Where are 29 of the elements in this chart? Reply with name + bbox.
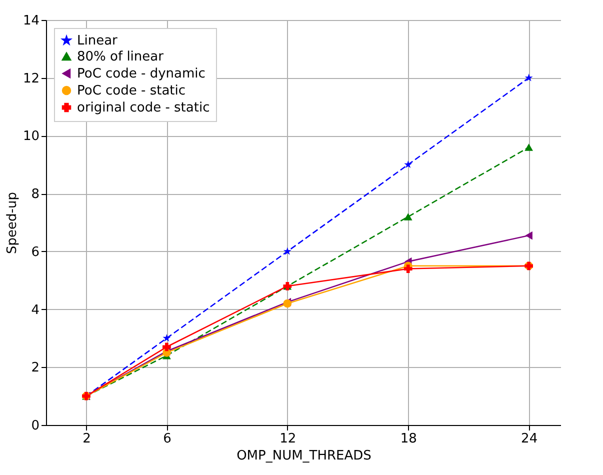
legend-label: 80% of linear: [77, 50, 164, 64]
x-axis-title: OMP_NUM_THREADS: [236, 448, 372, 464]
point: [162, 334, 171, 342]
y-tick-label: 4: [31, 302, 40, 318]
legend-label: PoC code - dynamic: [77, 66, 206, 82]
point: [404, 160, 412, 168]
y-axis-title: Speed-up: [4, 192, 20, 254]
point: [404, 264, 412, 273]
point: [404, 213, 412, 220]
y-tick-label: 12: [22, 71, 40, 86]
x-tick-label: 12: [280, 432, 296, 446]
legend-label: Linear: [77, 34, 118, 48]
x-tick-label: 18: [400, 432, 417, 446]
x-tick-label: 24: [521, 432, 538, 446]
y-tick-label: 6: [31, 244, 40, 260]
legend-label: PoC code - static: [77, 84, 186, 98]
y-tick-label: 2: [31, 360, 40, 376]
x-tick-label: 6: [163, 432, 172, 446]
point: [524, 74, 533, 82]
x-tick-label: 2: [82, 432, 91, 446]
y-tick-label: 14: [22, 14, 40, 28]
point: [162, 342, 171, 352]
point: [283, 247, 292, 255]
point: [525, 231, 532, 240]
y-tick-label: 0: [31, 418, 40, 434]
point: [524, 144, 533, 151]
y-tick-label: 10: [22, 129, 40, 144]
y-tick-label: 8: [31, 187, 40, 202]
legend-label: original code - static: [77, 100, 210, 116]
